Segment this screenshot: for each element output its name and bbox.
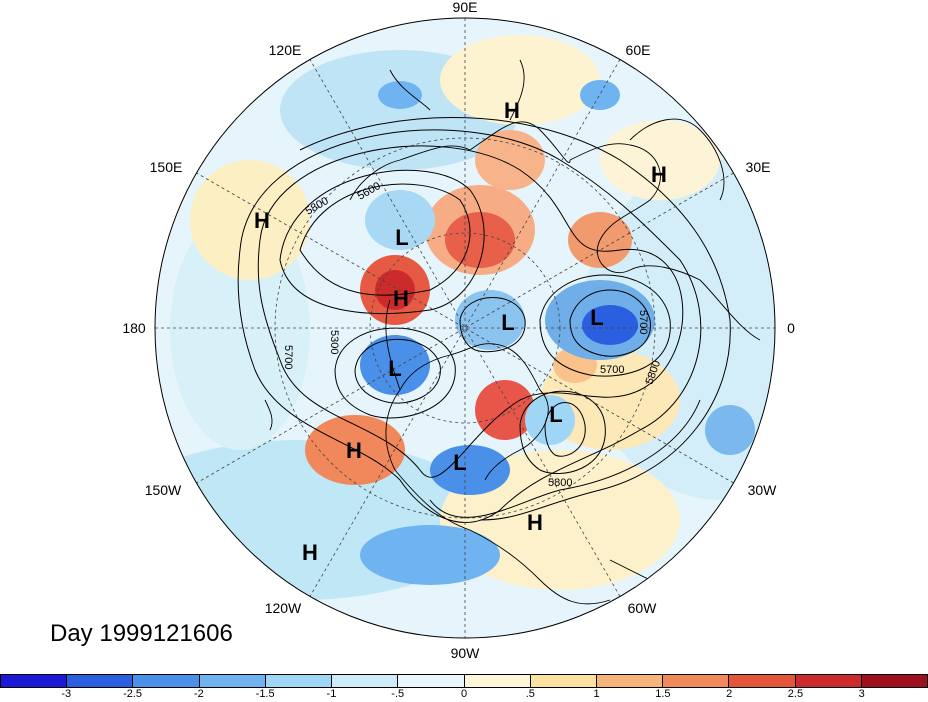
map-boundary <box>154 17 776 639</box>
longitude-label: 150E <box>150 159 183 175</box>
colorbar-swatch <box>729 675 796 687</box>
anomaly-field <box>155 18 775 638</box>
longitude-label: 30E <box>746 159 771 175</box>
longitude-label: 0 <box>787 320 795 336</box>
high-center-label: H <box>504 98 520 123</box>
low-center-label: L <box>388 356 401 381</box>
contour-label: 5300 <box>328 330 340 354</box>
colorbar-swatch <box>530 675 597 687</box>
longitude-label: 180 <box>122 320 146 336</box>
colorbar-tick-label: -3 <box>61 688 72 700</box>
colorbar-swatch <box>1 675 68 687</box>
colorbar-tick-label: 1 <box>593 688 600 700</box>
colorbar-tick-label: 0 <box>460 688 468 700</box>
colorbar-tick-label: -2 <box>193 688 204 700</box>
colorbar-tick-label: -2.5 <box>123 688 143 700</box>
longitude-label: 90W <box>451 645 481 661</box>
colorbar-tick-label: 2 <box>726 688 733 700</box>
high-center-label: H <box>254 208 270 233</box>
contour-label: 5700 <box>600 364 624 376</box>
low-center-label: L <box>453 450 466 475</box>
colorbar-tick-label: 3 <box>858 688 865 700</box>
colorbar-swatch <box>464 675 531 687</box>
colorbar-tick-labels: -3 -2.5 -2 -1.5 -1 -.5 0 .5 1 1.5 2 2.5 3 <box>0 688 928 702</box>
colorbar-tick-label: -1 <box>326 688 337 700</box>
colorbar-swatch <box>332 675 399 687</box>
longitude-label: 120E <box>269 42 302 58</box>
colorbar-tick-label: 2.5 <box>787 688 804 700</box>
colorbar-swatch <box>596 675 664 687</box>
colorbar-swatch <box>199 675 266 687</box>
contour-label: 5800 <box>548 477 572 489</box>
high-center-label: H <box>393 286 409 311</box>
day-title: Day 1999121606 <box>50 620 233 647</box>
colorbar-swatch <box>861 675 928 687</box>
colorbar-tick-label: -1.5 <box>255 688 275 700</box>
colorbar-tick-label: -.5 <box>391 688 405 700</box>
longitude-label: 120W <box>265 600 302 616</box>
high-center-label: H <box>527 510 543 535</box>
colorbar-swatch <box>133 675 200 687</box>
longitude-label: 60E <box>626 42 651 58</box>
colorbar: -3 -2.5 -2 -1.5 -1 -.5 0 .5 1 1.5 2 2.5 3 <box>0 674 928 702</box>
colorbar-swatch <box>67 675 134 687</box>
low-center-label: L <box>590 305 603 330</box>
pressure-center-group: H H H L L H H L L L L H H H <box>254 98 667 565</box>
low-center-label: L <box>549 402 562 427</box>
longitude-label: 150W <box>145 482 182 498</box>
colorbar-swatches <box>0 674 928 688</box>
high-center-label: H <box>651 162 667 187</box>
colorbar-swatch <box>795 675 862 687</box>
graticule <box>155 18 775 638</box>
colorbar-swatch <box>398 675 465 687</box>
colorbar-swatch <box>663 675 730 687</box>
low-center-label: L <box>395 225 408 250</box>
longitude-label: 60W <box>628 600 658 616</box>
longitude-label: 30W <box>748 482 778 498</box>
high-center-label: H <box>346 438 362 463</box>
longitude-label: 90E <box>453 0 478 15</box>
longitude-label-group: 90E 60E 30E 0 30W 60W 90W 120W 150W 180 … <box>122 0 795 661</box>
low-center-label: L <box>501 310 514 335</box>
colorbar-swatch <box>265 675 333 687</box>
contour-label: 5700 <box>282 345 294 369</box>
colorbar-tick-label: .5 <box>525 688 535 700</box>
height-contours <box>237 117 731 523</box>
contour-label: 5700 <box>637 310 649 334</box>
polar-map: 5800 5600 5300 5700 5700 5700 5800 5800 … <box>122 0 795 661</box>
high-center-label: H <box>302 540 318 565</box>
colorbar-tick-label: 1.5 <box>655 688 671 700</box>
